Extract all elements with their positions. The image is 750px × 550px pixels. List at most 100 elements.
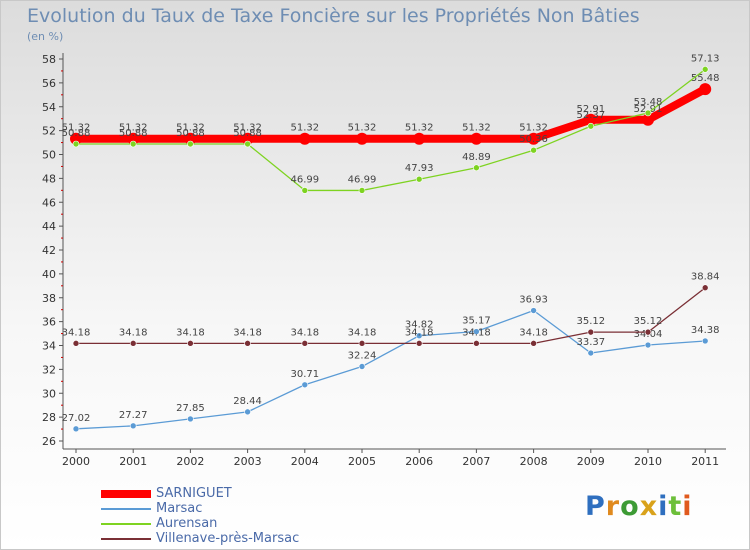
data-point xyxy=(187,415,194,423)
data-point xyxy=(301,381,309,389)
logo-letter: P xyxy=(585,491,606,522)
data-label: 51.32 xyxy=(290,123,319,134)
data-point xyxy=(244,408,251,416)
data-label: 52.37 xyxy=(576,110,605,121)
data-label: 34.18 xyxy=(233,327,262,338)
data-label: 50.88 xyxy=(62,128,91,139)
data-point xyxy=(298,132,311,145)
legend-swatch xyxy=(101,538,151,540)
data-point xyxy=(244,340,251,347)
y-tick-label: 52 xyxy=(42,125,56,138)
data-point xyxy=(699,83,712,96)
chart-title: Evolution du Taux de Taxe Foncière sur l… xyxy=(27,5,640,27)
legend-swatch xyxy=(101,523,151,525)
x-tick-label: 2002 xyxy=(176,455,204,468)
data-point xyxy=(72,340,80,347)
data-point xyxy=(584,113,597,126)
data-label: 52.91 xyxy=(634,104,663,115)
data-label: 50.36 xyxy=(519,134,548,145)
proxiti-logo: Proxiti xyxy=(585,491,693,522)
y-tick-label: 50 xyxy=(42,149,56,162)
data-point xyxy=(587,122,595,130)
data-label: 51.32 xyxy=(233,123,262,134)
x-tick-label: 2006 xyxy=(405,455,433,468)
data-point xyxy=(701,337,709,345)
legend-label: Villenave-près-Marsac xyxy=(156,531,300,546)
data-point xyxy=(301,340,309,347)
data-label: 48.89 xyxy=(462,152,491,163)
data-label: 34.18 xyxy=(62,327,91,338)
data-point xyxy=(473,340,480,347)
y-tick-label: 32 xyxy=(42,363,56,376)
data-label: 32.24 xyxy=(348,351,377,362)
data-label: 34.18 xyxy=(290,327,319,338)
series-line-aurensan xyxy=(75,68,706,192)
data-label: 27.27 xyxy=(119,410,148,421)
data-point xyxy=(527,132,540,145)
data-label: 50.88 xyxy=(233,128,262,139)
data-label: 46.99 xyxy=(290,174,319,185)
data-point xyxy=(415,340,423,347)
legend-label: Aurensan xyxy=(156,516,218,531)
data-point xyxy=(587,328,595,336)
data-label: 51.32 xyxy=(462,123,491,134)
data-label: 35.12 xyxy=(576,316,605,327)
series-line-marsac xyxy=(75,309,706,430)
y-tick-label: 38 xyxy=(42,292,56,305)
y-tick-label: 42 xyxy=(42,244,56,257)
data-point xyxy=(129,422,137,430)
data-point xyxy=(530,307,537,314)
data-label: 50.88 xyxy=(119,128,148,139)
y-tick-label: 48 xyxy=(42,172,56,185)
y-tick-label: 46 xyxy=(42,196,56,209)
data-label: 34.18 xyxy=(119,327,148,338)
data-label: 51.32 xyxy=(176,123,205,134)
legend-label: Marsac xyxy=(156,501,203,516)
data-point xyxy=(415,175,423,183)
data-label: 51.32 xyxy=(519,123,548,134)
legend-label: SARNIGUET xyxy=(156,486,232,501)
legend-swatch xyxy=(101,490,151,498)
data-point xyxy=(129,340,137,347)
data-label: 50.88 xyxy=(176,128,205,139)
data-point xyxy=(644,109,652,117)
data-point xyxy=(358,340,366,347)
data-point xyxy=(72,425,80,433)
logo-letter: i xyxy=(682,491,693,522)
data-point xyxy=(187,140,194,148)
y-tick-label: 34 xyxy=(42,340,56,353)
data-point xyxy=(701,284,709,292)
y-tick-label: 44 xyxy=(42,220,56,233)
data-point xyxy=(70,132,82,145)
data-point xyxy=(701,66,709,73)
data-point xyxy=(530,340,537,347)
data-label: 36.93 xyxy=(519,295,548,306)
data-label: 33.37 xyxy=(576,337,605,348)
x-tick-label: 2011 xyxy=(691,455,719,468)
y-tick-label: 58 xyxy=(42,53,56,66)
data-point xyxy=(129,140,137,148)
data-label: 34.38 xyxy=(691,325,720,336)
unit-label: (en %) xyxy=(27,30,64,43)
x-tick-label: 2001 xyxy=(119,455,147,468)
data-label: 34.18 xyxy=(519,327,548,338)
x-tick-label: 2009 xyxy=(577,455,605,468)
data-label: 38.84 xyxy=(691,272,720,283)
data-point xyxy=(127,132,140,145)
data-point xyxy=(644,328,652,336)
data-point xyxy=(415,332,423,340)
data-label: 51.32 xyxy=(405,123,434,134)
data-label: 35.12 xyxy=(634,316,663,327)
data-label: 34.18 xyxy=(348,327,377,338)
data-label: 51.32 xyxy=(62,123,91,134)
data-point xyxy=(184,132,197,145)
data-label: 28.44 xyxy=(233,396,262,407)
data-label: 34.18 xyxy=(176,327,205,338)
y-tick-label: 54 xyxy=(42,101,56,114)
data-point xyxy=(72,140,80,148)
y-tick-label: 26 xyxy=(42,435,56,448)
legend-swatch xyxy=(101,508,151,510)
data-point xyxy=(587,349,595,357)
